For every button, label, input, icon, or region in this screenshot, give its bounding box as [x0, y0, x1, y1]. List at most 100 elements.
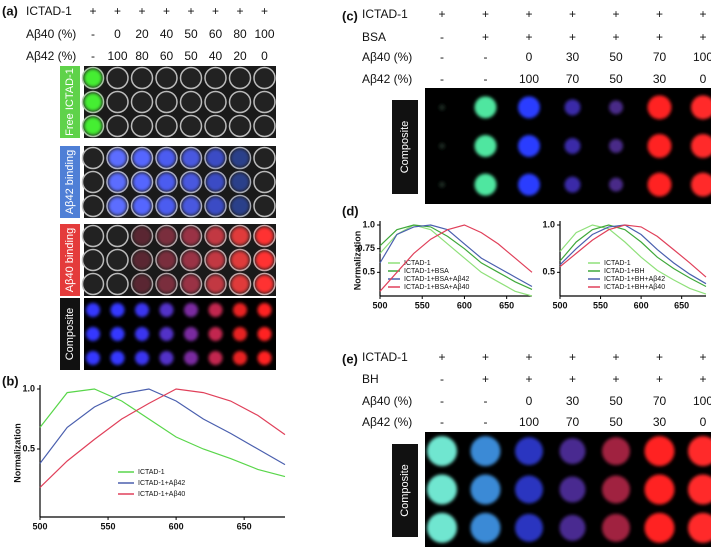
well-signal — [184, 327, 198, 341]
series-line — [559, 224, 707, 288]
x-tick-label: 600 — [634, 300, 649, 310]
panel-label: (e) — [342, 351, 358, 366]
cell: + — [482, 30, 489, 44]
cell: 20 — [233, 49, 247, 63]
well-signal — [257, 351, 272, 365]
cell: 0 — [526, 50, 533, 64]
series-line — [39, 388, 286, 466]
well-signal — [135, 351, 149, 365]
well-signal — [231, 197, 249, 215]
legend-label: ICTAD-1+Aβ40 — [138, 491, 185, 498]
well-signal — [110, 327, 125, 341]
series-line — [39, 388, 286, 478]
section-label: Free ICTAD-1 — [64, 68, 76, 136]
well-signal — [84, 117, 102, 135]
cell: - — [484, 415, 488, 429]
cell: + — [438, 350, 445, 364]
well-signal — [157, 275, 176, 293]
spot — [688, 436, 711, 467]
spot — [515, 513, 543, 542]
cell: + — [569, 30, 576, 44]
section-label: Composite — [399, 121, 411, 174]
well-signal — [257, 327, 272, 341]
well-signal — [208, 303, 223, 317]
well-signal — [86, 327, 100, 341]
cell: + — [89, 4, 96, 18]
well-signal — [84, 69, 102, 87]
cell: + — [656, 350, 663, 364]
spot — [602, 513, 630, 542]
y-tick-label: 0.75 — [357, 243, 375, 253]
well-signal — [206, 251, 225, 269]
cell: - — [440, 394, 444, 408]
spot — [559, 514, 586, 541]
legend-label: ICTAD-1+BSA+Aβ42 — [404, 276, 469, 283]
well-signal — [135, 327, 149, 341]
cell: 0 — [114, 27, 121, 41]
well-signal — [182, 197, 200, 215]
cell: 80 — [233, 27, 247, 41]
x-tick-label: 500 — [32, 521, 47, 531]
series-line — [559, 224, 707, 278]
well — [204, 114, 227, 138]
well — [106, 248, 129, 272]
well-signal — [133, 227, 151, 245]
well — [253, 114, 276, 138]
spot — [515, 437, 543, 466]
x-tick-label: 550 — [415, 300, 430, 310]
cell: 50 — [609, 50, 623, 64]
well-signal — [108, 149, 127, 167]
cell: 70 — [566, 415, 580, 429]
cell: 0 — [700, 415, 707, 429]
spot — [518, 135, 540, 157]
legend-label: ICTAD-1 — [138, 469, 165, 476]
cell: 30 — [566, 50, 580, 64]
well — [81, 170, 105, 194]
row-name: Aβ42 (%) — [362, 72, 412, 86]
panel-label: (b) — [2, 373, 19, 388]
well-signal — [110, 351, 125, 365]
series-line — [379, 224, 533, 288]
cell: + — [236, 4, 243, 18]
spot — [474, 96, 497, 119]
spot — [427, 474, 457, 505]
cell: + — [212, 4, 219, 18]
legend-label: ICTAD-1+BH+Aβ40 — [604, 284, 665, 291]
well-signal — [231, 275, 249, 293]
cell: 100 — [519, 415, 539, 429]
cell: + — [525, 30, 532, 44]
spot — [439, 104, 445, 111]
well-signal — [86, 303, 100, 317]
y-tick-label: 0.5 — [22, 443, 35, 453]
well-signal — [208, 351, 223, 365]
section-box — [60, 298, 80, 370]
spot — [647, 95, 672, 120]
spot — [688, 474, 711, 505]
well-signal — [231, 173, 249, 191]
cell: - — [440, 30, 444, 44]
cell: 30 — [653, 415, 667, 429]
well — [81, 248, 105, 272]
cell: - — [440, 372, 444, 386]
cell: 0 — [526, 394, 533, 408]
well-signal — [157, 173, 176, 191]
well — [179, 66, 203, 90]
cell: 40 — [160, 27, 174, 41]
spot — [644, 436, 675, 467]
well-signal — [159, 303, 174, 317]
well-signal — [206, 149, 225, 167]
cell: 50 — [184, 27, 198, 41]
well — [106, 66, 129, 90]
well — [81, 272, 105, 296]
well — [106, 224, 129, 248]
row-name: Aβ42 (%) — [26, 49, 76, 63]
well — [228, 90, 252, 114]
y-axis-label: Normalization — [12, 423, 22, 483]
cell: + — [438, 7, 445, 21]
row-name: Aβ40 (%) — [362, 50, 412, 64]
well-signal — [159, 327, 174, 341]
well-signal — [206, 197, 225, 215]
legend-label: ICTAD-1+BH+Aβ42 — [604, 276, 665, 283]
spot — [559, 476, 586, 503]
